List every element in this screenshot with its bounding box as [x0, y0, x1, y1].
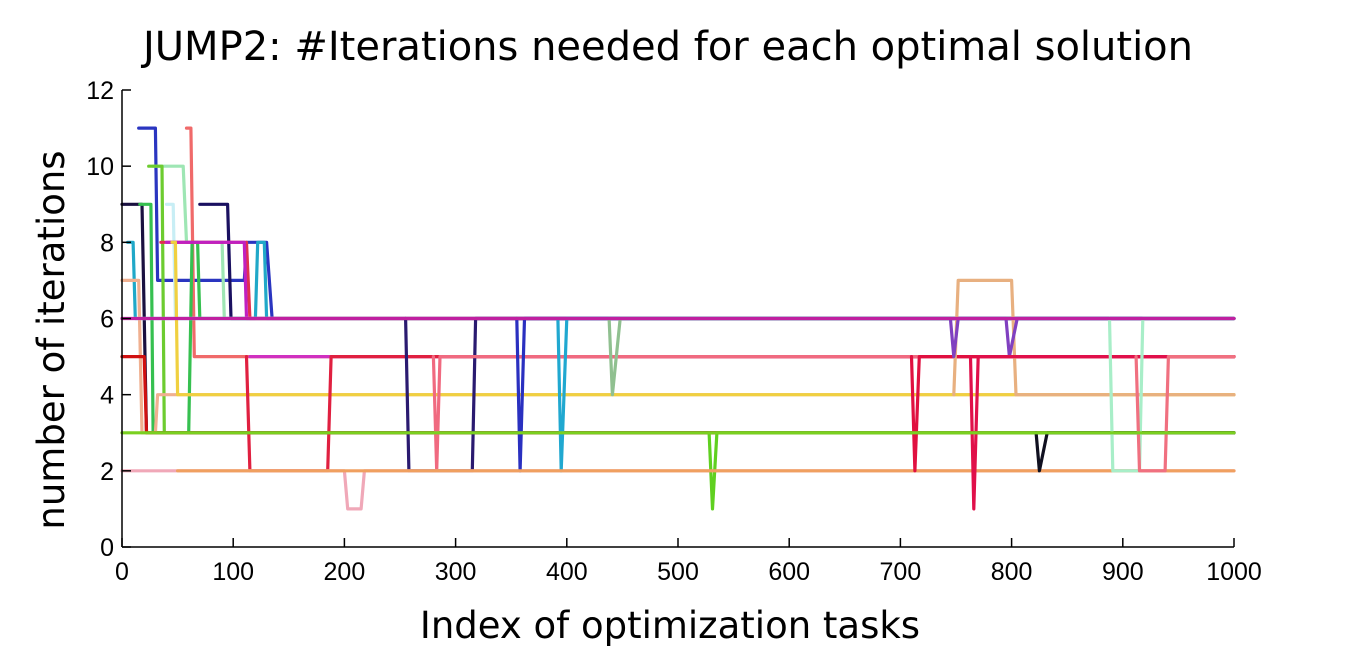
x-tick-label: 1000: [1206, 558, 1262, 586]
series-line-20: [120, 469, 1236, 511]
series-line-7: [198, 202, 1236, 321]
series-line-3: [151, 164, 1236, 321]
y-tick-label: 8: [100, 229, 114, 257]
y-tick-label: 2: [100, 458, 114, 486]
series-line-9: [125, 240, 1236, 321]
y-axis-label: number of iterations: [30, 150, 73, 529]
x-tick-label: 300: [435, 558, 477, 586]
y-tick-label: 12: [86, 77, 114, 105]
series-line-30: [1034, 431, 1236, 473]
x-tick-label: 200: [324, 558, 366, 586]
x-axis-label: Index of optimization tasks: [420, 604, 920, 647]
y-tick-label: 4: [100, 382, 114, 410]
series-line-19: [431, 355, 1236, 473]
series-line-28: [948, 316, 1236, 359]
y-tick-label: 10: [86, 153, 114, 181]
y-tick-label: 6: [100, 306, 114, 334]
x-tick-label: 800: [991, 558, 1033, 586]
x-tick-label: 100: [212, 558, 254, 586]
series-line-26: [909, 355, 1236, 473]
x-tick-label: 600: [768, 558, 810, 586]
series-line-27: [952, 278, 1236, 397]
x-tick-label: 700: [880, 558, 922, 586]
x-tick-label: 400: [546, 558, 588, 586]
x-tick-label: 0: [115, 558, 129, 586]
series-line-1: [137, 126, 1236, 321]
series-line-2: [184, 126, 1236, 359]
series-line-32: [1134, 355, 1236, 473]
y-tick-label: 0: [100, 534, 114, 562]
series-line-6: [164, 202, 1236, 321]
ticks-layer: 0 100 200 300 400 500 600 700 800 900 1000 0 2 4 6 8 10 1…: [86, 77, 1262, 586]
series-line-4: [147, 164, 1236, 435]
x-tick-label: 500: [657, 558, 699, 586]
series-line-10: [159, 240, 1236, 321]
series-layer: [120, 126, 1236, 511]
chart-title: JUMP2: #Iterations needed for each optim…: [140, 24, 1193, 70]
series-line-11: [164, 240, 1236, 321]
series-line-8: [138, 202, 1236, 435]
x-tick-label: 900: [1102, 558, 1144, 586]
series-line-17: [244, 355, 1236, 473]
